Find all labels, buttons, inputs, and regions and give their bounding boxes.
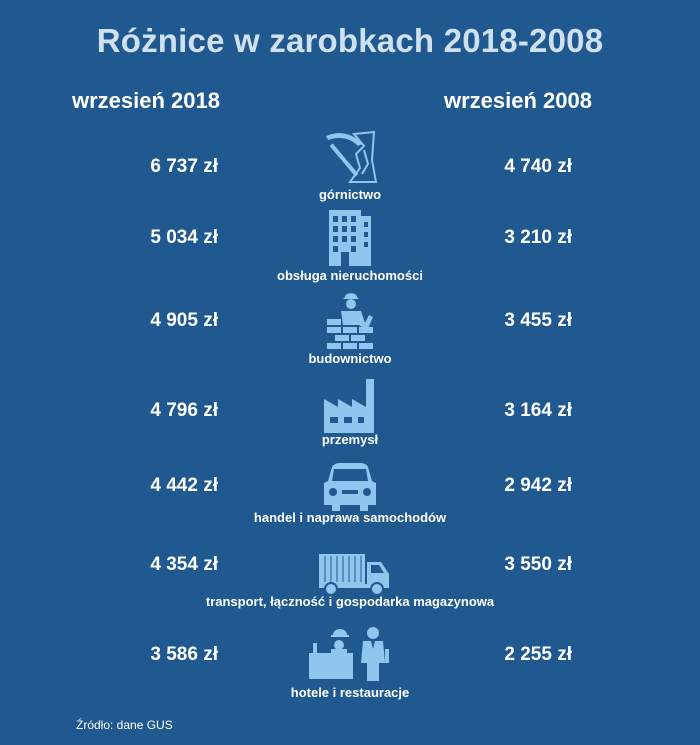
sector-label: hotele i restauracje (290, 685, 410, 700)
page-title: Różnice w zarobkach 2018-2008 (96, 22, 604, 59)
sector-label: górnictwo (318, 187, 382, 202)
sector-label: przemysł (321, 432, 379, 447)
column-header-2018: wrzesień 2018 (72, 88, 220, 113)
truck-icon (310, 544, 400, 602)
sector-label: budownictwo (308, 351, 392, 366)
value-2008: 3 210 zł (504, 227, 572, 248)
sector-label: obsługa nieruchomości (277, 268, 423, 283)
value-2008: 2 255 zł (504, 644, 572, 665)
source-note: Źródło: dane GUS (76, 718, 173, 732)
value-2018: 4 905 zł (150, 310, 218, 331)
factory-icon (300, 376, 400, 434)
waiter-icon (305, 622, 395, 682)
value-2018: 4 796 zł (150, 400, 218, 421)
car-icon (300, 458, 400, 516)
mining-icon (300, 128, 400, 186)
value-2008: 3 455 zł (504, 310, 572, 331)
column-header-2008: wrzesień 2008 (444, 88, 592, 113)
value-2008: 3 550 zł (504, 554, 572, 575)
construction-worker-icon (300, 292, 400, 350)
value-2008: 3 164 zł (504, 400, 572, 421)
value-2018: 4 354 zł (150, 554, 218, 575)
building-icon (300, 208, 400, 266)
sector-label: handel i naprawa samochodów (253, 510, 447, 525)
sector-label: transport, łączność i gospodarka magazyn… (205, 594, 495, 609)
value-2008: 2 942 zł (504, 475, 572, 496)
value-2018: 4 442 zł (150, 475, 218, 496)
value-2018: 3 586 zł (150, 644, 218, 665)
value-2018: 5 034 zł (150, 227, 218, 248)
value-2018: 6 737 zł (150, 156, 218, 177)
value-2008: 4 740 zł (504, 156, 572, 177)
